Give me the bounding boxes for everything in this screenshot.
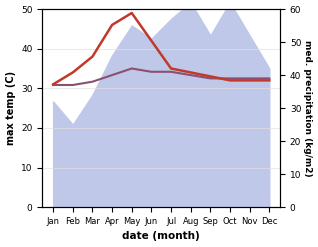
Y-axis label: med. precipitation (kg/m2): med. precipitation (kg/m2) (303, 40, 313, 176)
X-axis label: date (month): date (month) (122, 231, 200, 242)
Y-axis label: max temp (C): max temp (C) (5, 71, 16, 145)
